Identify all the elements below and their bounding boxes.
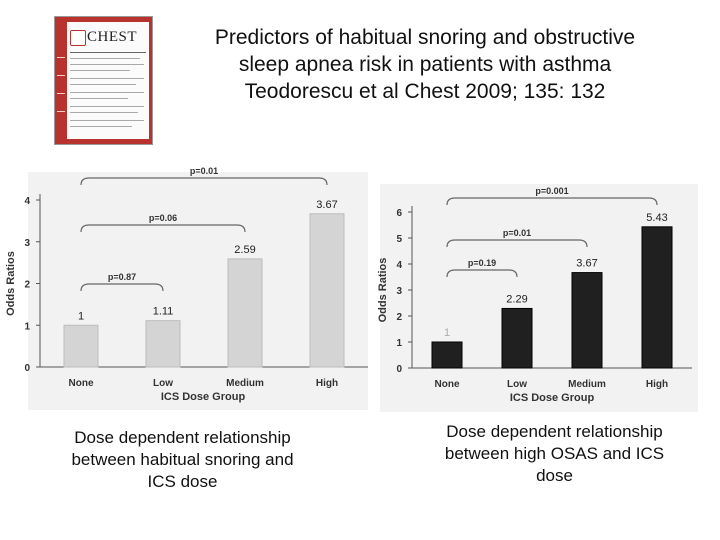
cover-text-line <box>70 126 132 127</box>
journal-logo: CHEST <box>87 29 138 45</box>
bar-high <box>641 226 673 369</box>
title-line-2: sleep apnea risk in patients with asthma <box>238 53 612 76</box>
cover-text-line <box>70 98 128 99</box>
cover-text-line <box>70 58 140 59</box>
right-bar-chart: 0 1 2 3 4 5 6 Odds Ratios 1 None 2.29 Low 3.67 Medium… <box>377 184 698 412</box>
category-label: None <box>435 379 460 390</box>
journal-cover-image: CHEST <box>54 16 153 145</box>
bar-none <box>63 324 99 368</box>
y-tick-label: 3 <box>396 286 402 297</box>
value-label: 5.43 <box>646 212 667 224</box>
y-tick-label: 4 <box>24 196 30 207</box>
cover-text-line <box>70 64 144 65</box>
cover-text-line <box>70 70 130 71</box>
y-tick-label: 4 <box>396 260 402 271</box>
comparison-bracket <box>80 177 328 186</box>
cover-text-line <box>70 106 144 107</box>
cover-text-line <box>70 84 136 85</box>
y-tick-label: 1 <box>396 338 402 349</box>
journal-emblem-icon <box>70 30 86 46</box>
category-label: High <box>646 379 668 390</box>
y-tick-label: 2 <box>396 312 402 323</box>
value-label: 2.29 <box>506 293 527 305</box>
p-value-label: p=0.01 <box>190 166 218 176</box>
cover-text-line <box>70 120 144 121</box>
y-tick-label: 5 <box>396 234 402 245</box>
y-tick-label: 3 <box>24 238 30 249</box>
category-label: Low <box>153 378 173 389</box>
x-axis-title: ICS Dose Group <box>510 392 595 404</box>
comparison-bracket <box>446 239 588 248</box>
comparison-bracket <box>80 224 246 233</box>
cover-side-mark <box>57 111 65 112</box>
comparison-bracket <box>446 197 658 206</box>
value-label: 3.67 <box>576 258 597 270</box>
p-value-label: p=0.19 <box>468 258 496 268</box>
comparison-bracket <box>80 283 164 292</box>
p-value-label: p=0.06 <box>149 213 177 223</box>
bar-medium <box>227 258 263 368</box>
category-label: Medium <box>226 378 264 389</box>
cover-side-mark <box>57 57 65 58</box>
left-caption: Dose dependent relationship between habi… <box>40 427 325 493</box>
left-caption-line-2: between habitual snoring and <box>71 450 294 469</box>
left-caption-line-3: ICS dose <box>147 472 218 491</box>
bar-none <box>431 341 463 369</box>
journal-cover-page: CHEST <box>67 22 149 139</box>
title-line-1: Predictors of habitual snoring and obstr… <box>214 26 636 49</box>
y-tick-label: 0 <box>396 364 402 375</box>
left-bar-chart: 0 1 2 3 4 Odds Ratios 1 None 1.11 Low 2.59 Medium 3.… <box>5 166 368 410</box>
bar-low <box>145 320 181 368</box>
cover-side-mark <box>57 93 65 94</box>
bar-low <box>501 307 533 369</box>
p-value-label: p=0.01 <box>503 228 531 238</box>
y-tick-label: 1 <box>24 321 30 332</box>
y-axis-title: Odds Ratios <box>5 251 17 316</box>
cover-text-line <box>70 78 144 79</box>
value-label: 2.59 <box>234 244 255 256</box>
cover-rule <box>70 52 146 53</box>
cover-text-line <box>70 112 138 113</box>
cover-side-mark <box>57 75 65 76</box>
p-value-label: p=0.001 <box>535 186 568 196</box>
bar-medium <box>571 272 603 369</box>
right-caption-line-2: between high OSAS and ICS <box>444 444 665 463</box>
value-label: 1 <box>78 310 84 322</box>
value-label: 3.67 <box>316 199 337 211</box>
comparison-bracket <box>446 269 518 278</box>
y-tick-label: 2 <box>24 280 30 291</box>
value-label: 1 <box>444 327 450 339</box>
category-label: Low <box>507 379 527 390</box>
y-tick-label: 6 <box>396 208 402 219</box>
category-label: None <box>69 378 94 389</box>
title-line-3: Teodorescu et al Chest 2009; 135: 132 <box>244 80 606 103</box>
category-label: High <box>316 378 338 389</box>
left-caption-line-1: Dose dependent relationship <box>74 428 291 447</box>
right-caption-line-3: dose <box>536 466 573 485</box>
y-axis-title: Odds Ratios <box>377 258 389 323</box>
y-tick-label: 0 <box>24 363 30 374</box>
cover-text-line <box>70 92 144 93</box>
right-caption: Dose dependent relationship between high… <box>412 421 697 487</box>
bar-high <box>309 213 345 368</box>
category-label: Medium <box>568 379 606 390</box>
slide-title: Predictors of habitual snoring and obstr… <box>170 24 680 105</box>
right-caption-line-1: Dose dependent relationship <box>446 422 663 441</box>
x-axis-title: ICS Dose Group <box>161 391 246 403</box>
value-label: 1.11 <box>153 306 174 318</box>
p-value-label: p=0.87 <box>108 272 136 282</box>
